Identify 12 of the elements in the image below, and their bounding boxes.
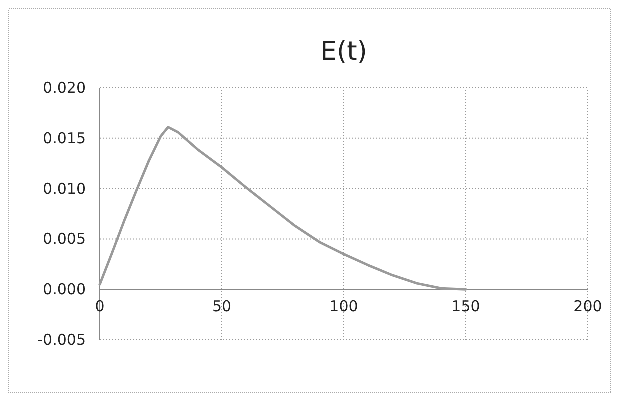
y-tick-label: 0.000 [43,280,86,299]
y-tick-label: 0.020 [43,79,86,97]
y-tick-label: 0.015 [43,129,86,148]
y-tick-label: 0.005 [43,230,86,248]
x-tick-label: 50 [212,298,232,316]
y-tick-label: -0.005 [38,331,86,349]
chart-title: E(t) [320,37,368,67]
y-tick-label: 0.010 [43,180,86,198]
x-tick-label: 150 [452,298,480,316]
x-tick-label: 200 [574,298,602,316]
x-tick-label: 100 [330,298,358,316]
x-tick-label: 0 [95,298,105,316]
